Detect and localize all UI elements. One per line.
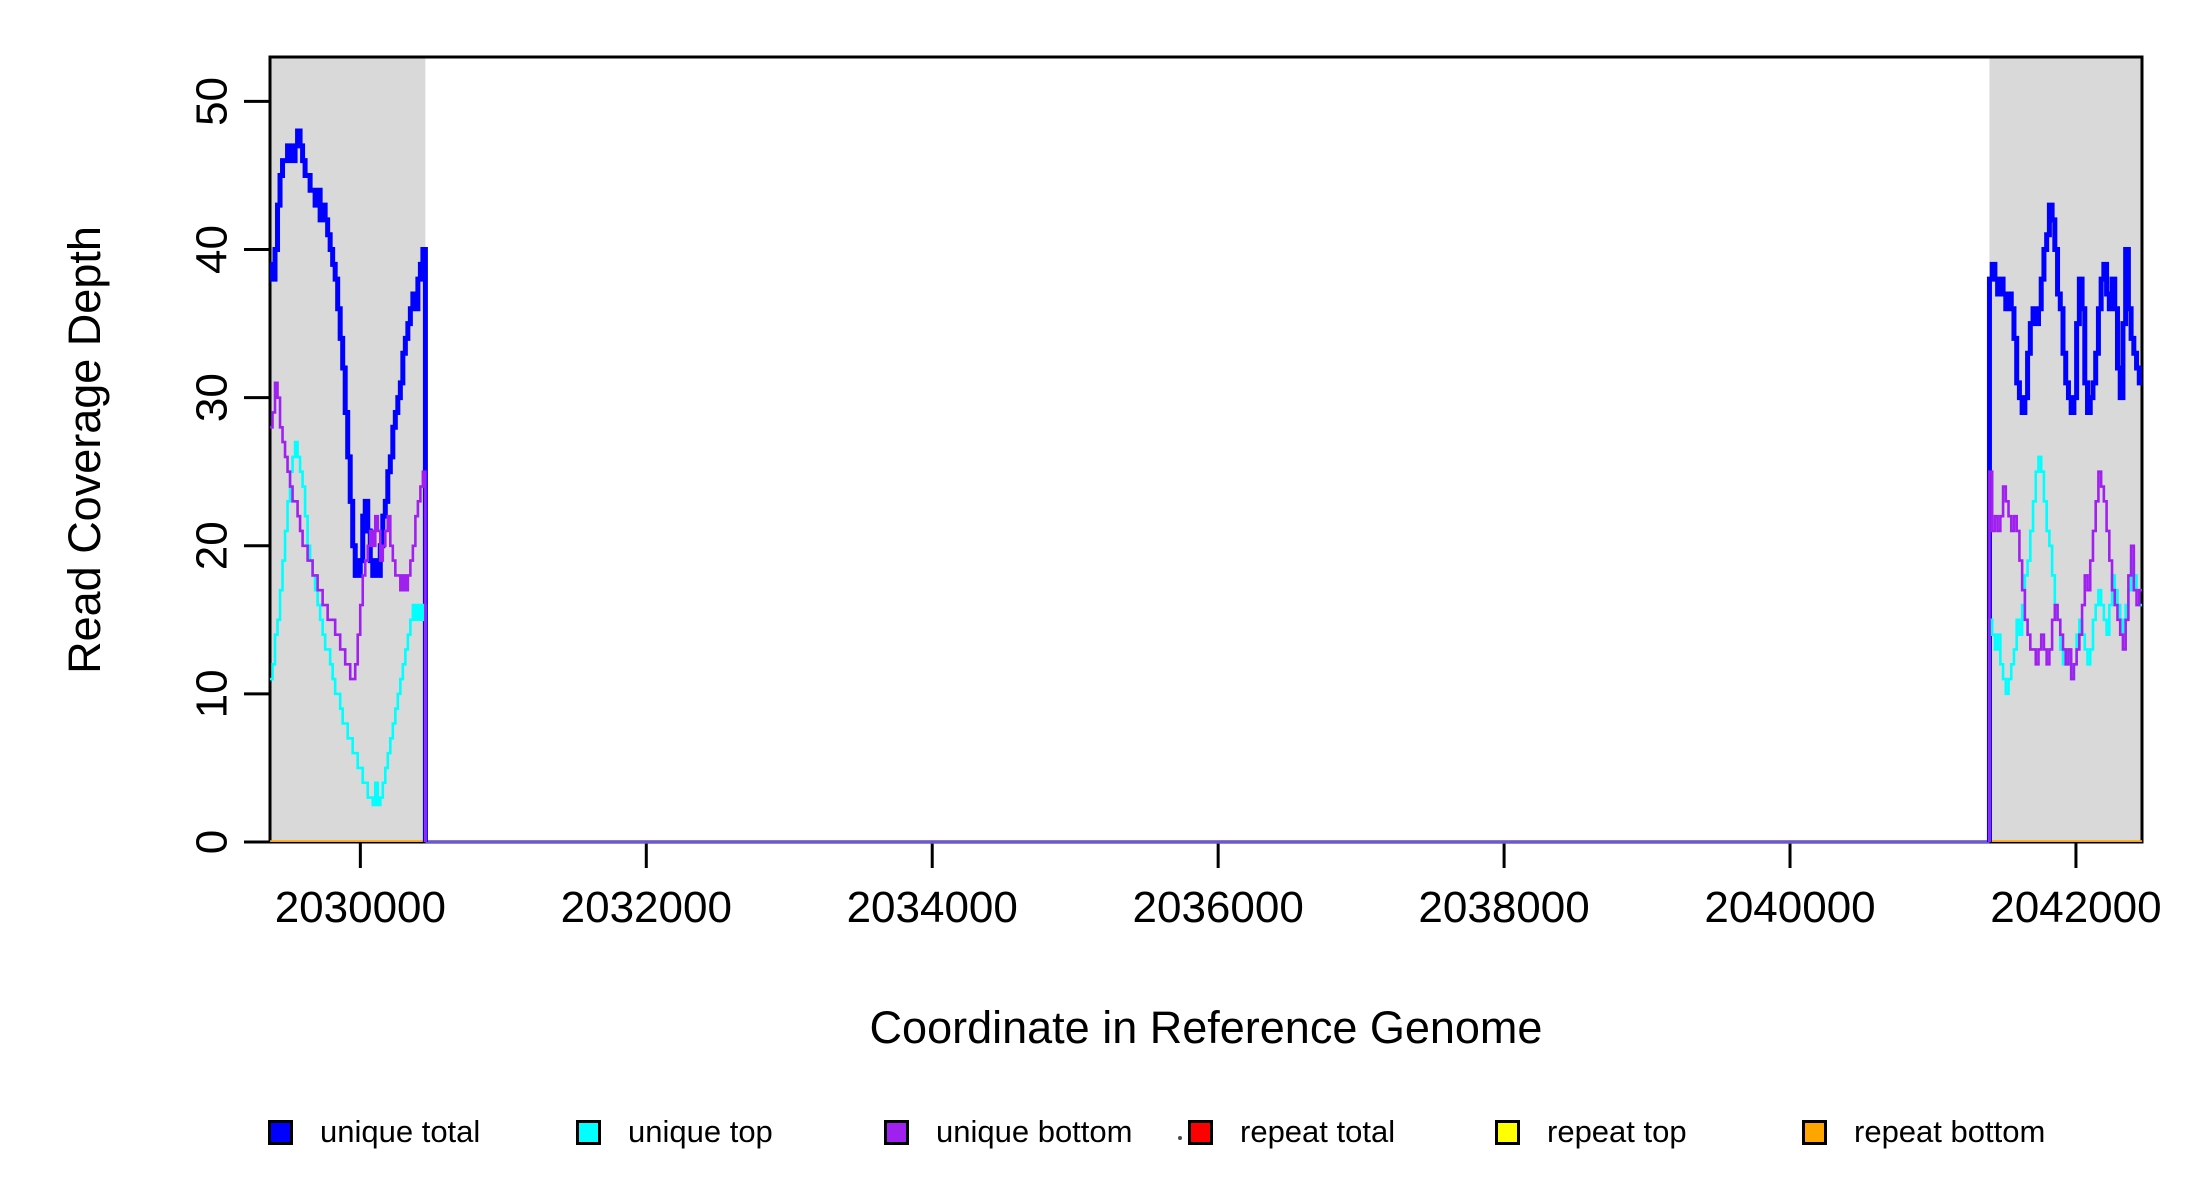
x-axis-title: Coordinate in Reference Genome: [869, 1002, 1543, 1053]
x-axis-tick-label: 2038000: [1418, 883, 1589, 932]
legend-label: repeat total: [1240, 1114, 1396, 1149]
series-unique-total-right-path: [1986, 202, 2142, 842]
series-unique-bottom-left-path: [270, 381, 427, 842]
y-axis-tick-label: 30: [188, 373, 237, 422]
series-unique-bottom-right-path: [1988, 470, 2142, 842]
unique-bottom-swatch-icon: [884, 1119, 909, 1145]
x-axis-tick-label: 2030000: [275, 883, 446, 932]
legend: unique total unique top unique bottom re…: [0, 1114, 2200, 1177]
unique-top-swatch-icon: [576, 1119, 601, 1145]
x-axis-tick-label: 2036000: [1133, 883, 1304, 932]
legend-label: repeat bottom: [1854, 1114, 2046, 1149]
legend-item-repeat-bottom: repeat bottom: [1802, 1114, 2046, 1149]
legend-item-repeat-top: repeat top: [1495, 1114, 1687, 1149]
x-axis-tick-label: 2040000: [1704, 883, 1875, 932]
legend-item-unique-top: unique top: [576, 1114, 773, 1149]
stray-dot-artifact: [1178, 1136, 1182, 1140]
series-unique-total-left-path: [270, 128, 428, 842]
legend-item-unique-bottom: unique bottom: [884, 1114, 1133, 1149]
right-coverage-region: [1989, 57, 2142, 842]
plot-border: [268, 55, 2144, 844]
x-axis-tick-label: 2042000: [1990, 883, 2161, 932]
x-axis-tick-label: 2034000: [847, 883, 1018, 932]
legend-label: unique total: [320, 1114, 481, 1149]
y-axis-tick-label: 0: [188, 830, 237, 854]
legend-label: unique top: [628, 1114, 773, 1149]
legend-label: repeat top: [1547, 1114, 1687, 1149]
x-axis-tick-label: 2032000: [561, 883, 732, 932]
y-axis-tick-label: 50: [188, 77, 237, 126]
y-axis-tick-label: 40: [188, 225, 237, 274]
y-axis-tick-label: 20: [188, 521, 237, 570]
repeat-total-swatch-icon: [1188, 1119, 1213, 1145]
repeat-bottom-swatch-icon: [1802, 1119, 1827, 1145]
legend-item-repeat-total: repeat total: [1188, 1114, 1396, 1149]
y-axis-title: Read Coverage Depth: [59, 226, 110, 674]
legend-label: unique bottom: [936, 1114, 1133, 1149]
repeat-top-swatch-icon: [1495, 1119, 1520, 1145]
series-unique-top-left-path: [270, 440, 427, 842]
unique-total-swatch-icon: [268, 1119, 293, 1145]
y-axis-tick-label: 10: [188, 669, 237, 718]
legend-item-unique-total: unique total: [268, 1114, 481, 1149]
